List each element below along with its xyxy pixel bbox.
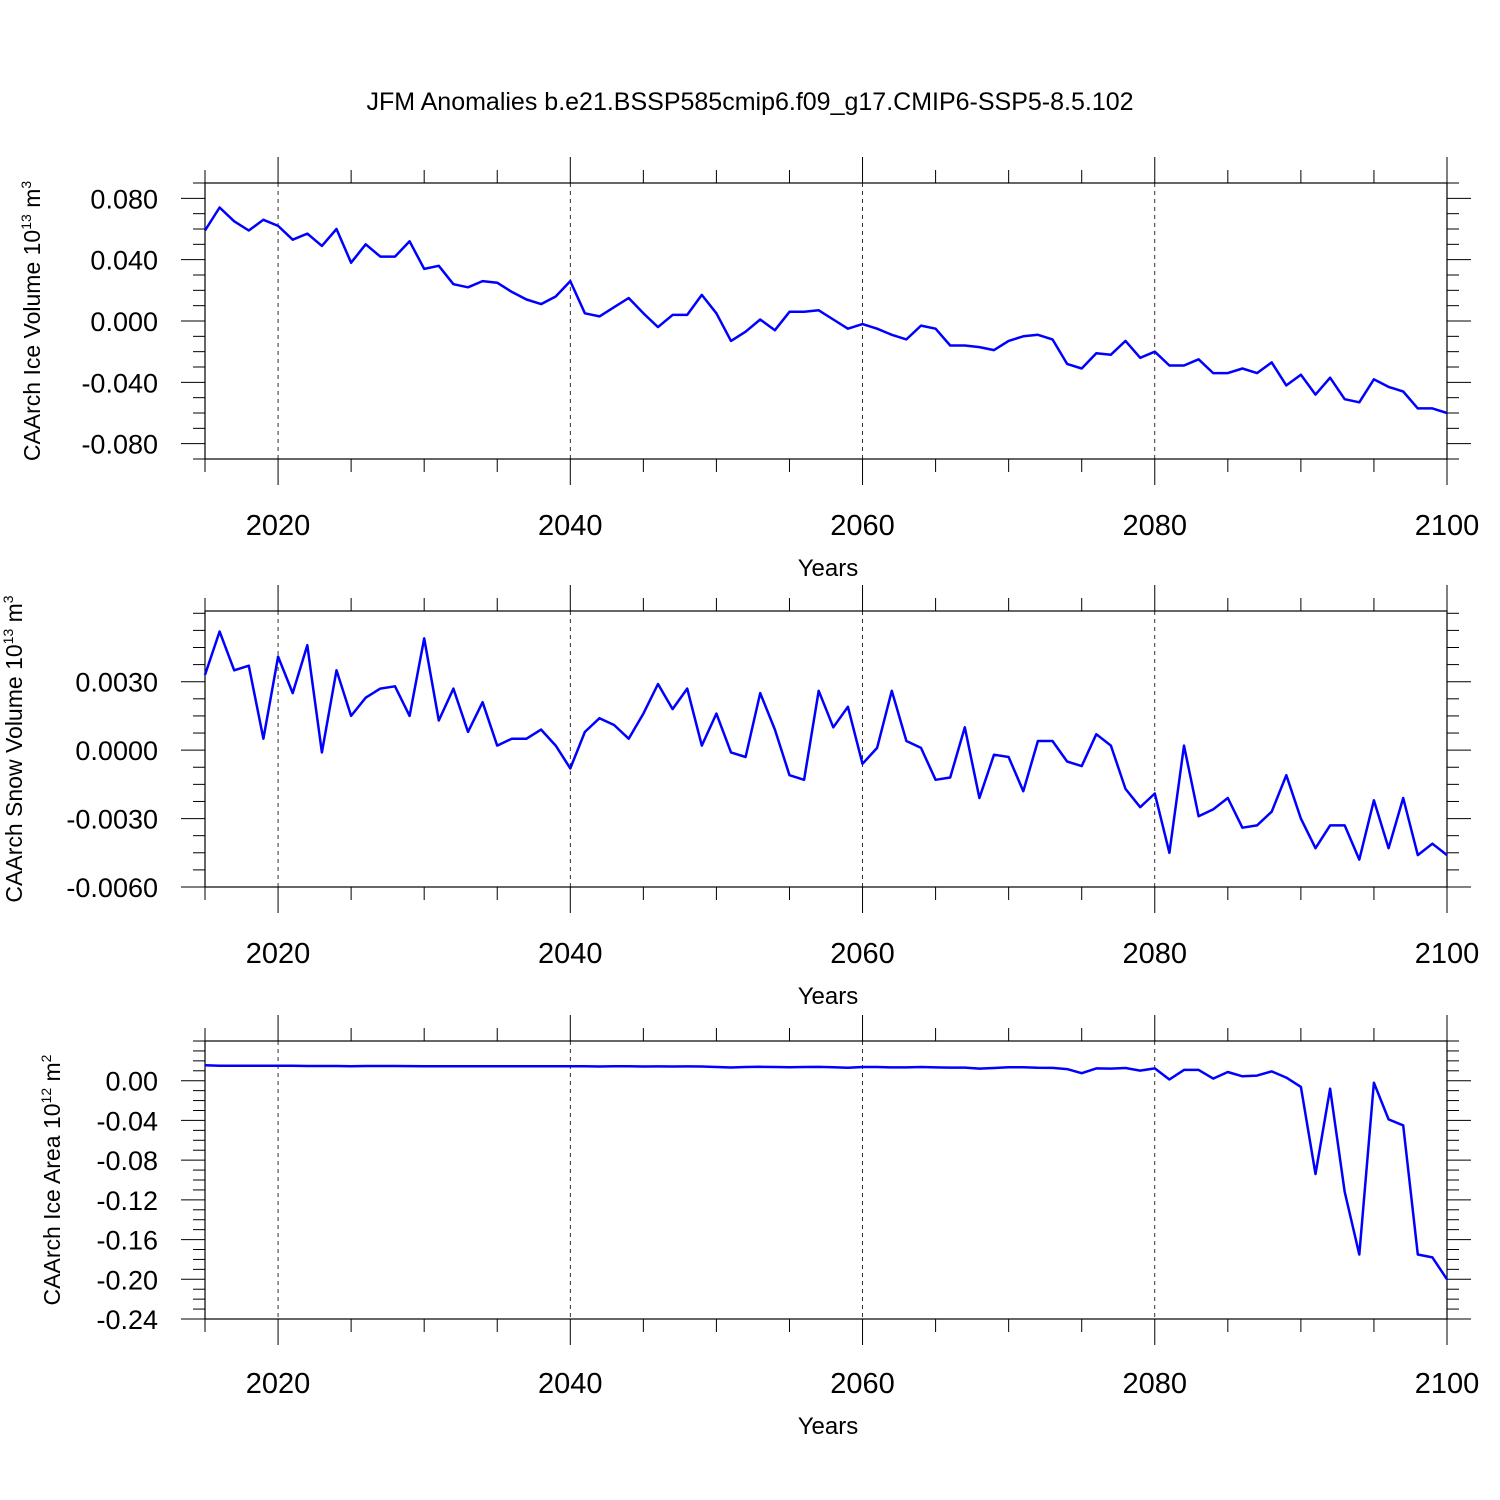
chart-panel-2: 0.0030 0.0000 -0.0030 -0.0060 2020 2040 2060 20… <box>0 585 1479 1010</box>
y-tick-label: -0.04 <box>96 1106 158 1136</box>
x-tick-label: 2040 <box>538 510 603 542</box>
x-tick-label: 2100 <box>1415 1368 1480 1400</box>
y-tick-label: 0.00 <box>105 1067 158 1097</box>
chart-title: JFM Anomalies b.e21.BSSP585cmip6.f09_g17… <box>366 88 1133 116</box>
x-tick-label: 2020 <box>246 938 311 970</box>
y-tick-label: -0.080 <box>81 430 158 460</box>
x-tick-label: 2040 <box>538 938 603 970</box>
x-tick-label: 2020 <box>246 1368 311 1400</box>
x-tick-label: 2080 <box>1123 938 1188 970</box>
x-tick-label: 2080 <box>1123 1368 1188 1400</box>
x-tick-label: 2100 <box>1415 938 1480 970</box>
series-line-1 <box>203 206 1448 415</box>
y-tick-label: -0.16 <box>96 1226 158 1256</box>
x-tick-label: 2060 <box>830 1368 895 1400</box>
x-tick-label: 2020 <box>246 510 311 542</box>
y-axis-label: CAArch Ice Area 1012 m2 <box>38 1054 65 1305</box>
series-line-1 <box>204 1064 1449 1280</box>
y-tick-label: -0.0060 <box>66 873 158 903</box>
plot-frame <box>204 1040 1448 1320</box>
chart-panel-1: 0.080 0.040 0.000 -0.040 -0.080 2020 2040 2060 2… <box>18 157 1479 582</box>
y-axis-label: CAArch Ice Volume 1013 m3 <box>18 181 45 462</box>
series-line-1 <box>203 630 1448 861</box>
y-axis-label: CAArch Snow Volume 1013 m3 <box>0 595 27 902</box>
y-tick-label: -0.040 <box>81 368 158 398</box>
plot-frame <box>204 610 1448 888</box>
plot-frame <box>204 182 1448 460</box>
x-tick-label: 2100 <box>1415 510 1480 542</box>
y-tick-label: 0.0000 <box>75 736 158 766</box>
x-axis-label: Years <box>798 555 859 582</box>
y-tick-label: 0.000 <box>90 307 158 337</box>
x-tick-label: 2040 <box>538 1368 603 1400</box>
y-tick-label: -0.24 <box>96 1305 158 1335</box>
y-tick-label: 0.0030 <box>75 668 158 698</box>
y-tick-label: -0.08 <box>96 1146 158 1176</box>
x-axis-label: Years <box>798 1413 859 1440</box>
x-tick-label: 2060 <box>830 510 895 542</box>
y-tick-label: 0.080 <box>90 184 158 214</box>
y-tick-label: -0.12 <box>96 1186 158 1216</box>
chart-panel-3: 0.00 -0.04 -0.08 -0.12 -0.16 -0.20 -0.24 2020 20… <box>38 1015 1479 1440</box>
x-axis-label: Years <box>798 983 859 1010</box>
y-tick-label: -0.20 <box>96 1265 158 1295</box>
x-tick-label: 2080 <box>1123 510 1188 542</box>
y-tick-label: 0.040 <box>90 246 158 276</box>
y-tick-label: -0.0030 <box>66 805 158 835</box>
x-tick-label: 2060 <box>830 938 895 970</box>
